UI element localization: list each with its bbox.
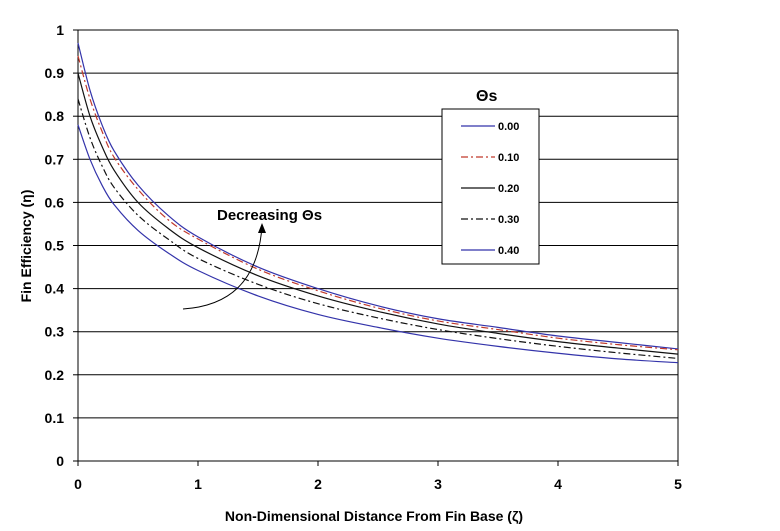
series-line-0-40: [77, 124, 679, 364]
legend-label: 0.30: [498, 214, 519, 226]
y-tick-label: 0.4: [45, 281, 65, 297]
y-tick-label: 0: [56, 453, 64, 469]
x-tick-label: 1: [194, 476, 202, 492]
y-axis-title: Fin Efficiency (η): [18, 190, 34, 303]
legend-label: 0.40: [498, 245, 519, 257]
legend-title: Θs: [476, 88, 497, 105]
x-tick-label: 4: [554, 476, 562, 492]
axes: [73, 29, 679, 466]
x-axis-title: Non-Dimensional Distance From Fin Base (…: [225, 508, 523, 524]
x-tick-label: 3: [434, 476, 442, 492]
x-tick-label: 0: [74, 476, 82, 492]
y-tick-label: 0.1: [45, 410, 65, 426]
annotation-text: Decreasing Θs: [217, 207, 322, 224]
annotation-arrowhead: [258, 223, 266, 233]
series-line-0-20: [77, 72, 679, 355]
series-line-0-30: [77, 98, 679, 360]
gridlines: [78, 29, 678, 462]
y-tick-label: 0.6: [45, 194, 65, 210]
x-tick-label: 2: [314, 476, 322, 492]
y-tick-label: 0.9: [45, 65, 65, 81]
annotation: Decreasing Θs: [182, 207, 322, 310]
legend-items: 0.00 0.10 0.20 0.30 0.40: [461, 121, 519, 257]
legend-label: 0.00: [498, 121, 519, 133]
y-tick-label: 1: [56, 22, 64, 38]
tick-labels: 0 0.1 0.2 0.3 0.4 0.5 0.6 0.7 0.8 0.9 1 0 1 2 3 4 5: [45, 22, 683, 492]
series-lines: [77, 42, 679, 364]
series-line-0-00: [77, 42, 679, 350]
legend: Θs 0.00 0.10 0.20 0.30 0.40: [441, 88, 540, 265]
y-tick-label: 0.2: [45, 367, 65, 383]
legend-label: 0.20: [498, 183, 519, 195]
y-tick-label: 0.7: [45, 151, 65, 167]
y-tick-label: 0.5: [45, 238, 65, 254]
annotation-arrow: [182, 225, 263, 310]
legend-box: [441, 108, 540, 265]
y-tick-label: 0.8: [45, 108, 65, 124]
y-tick-label: 0.3: [45, 324, 65, 340]
legend-label: 0.10: [498, 152, 519, 164]
x-tick-label: 5: [674, 476, 682, 492]
